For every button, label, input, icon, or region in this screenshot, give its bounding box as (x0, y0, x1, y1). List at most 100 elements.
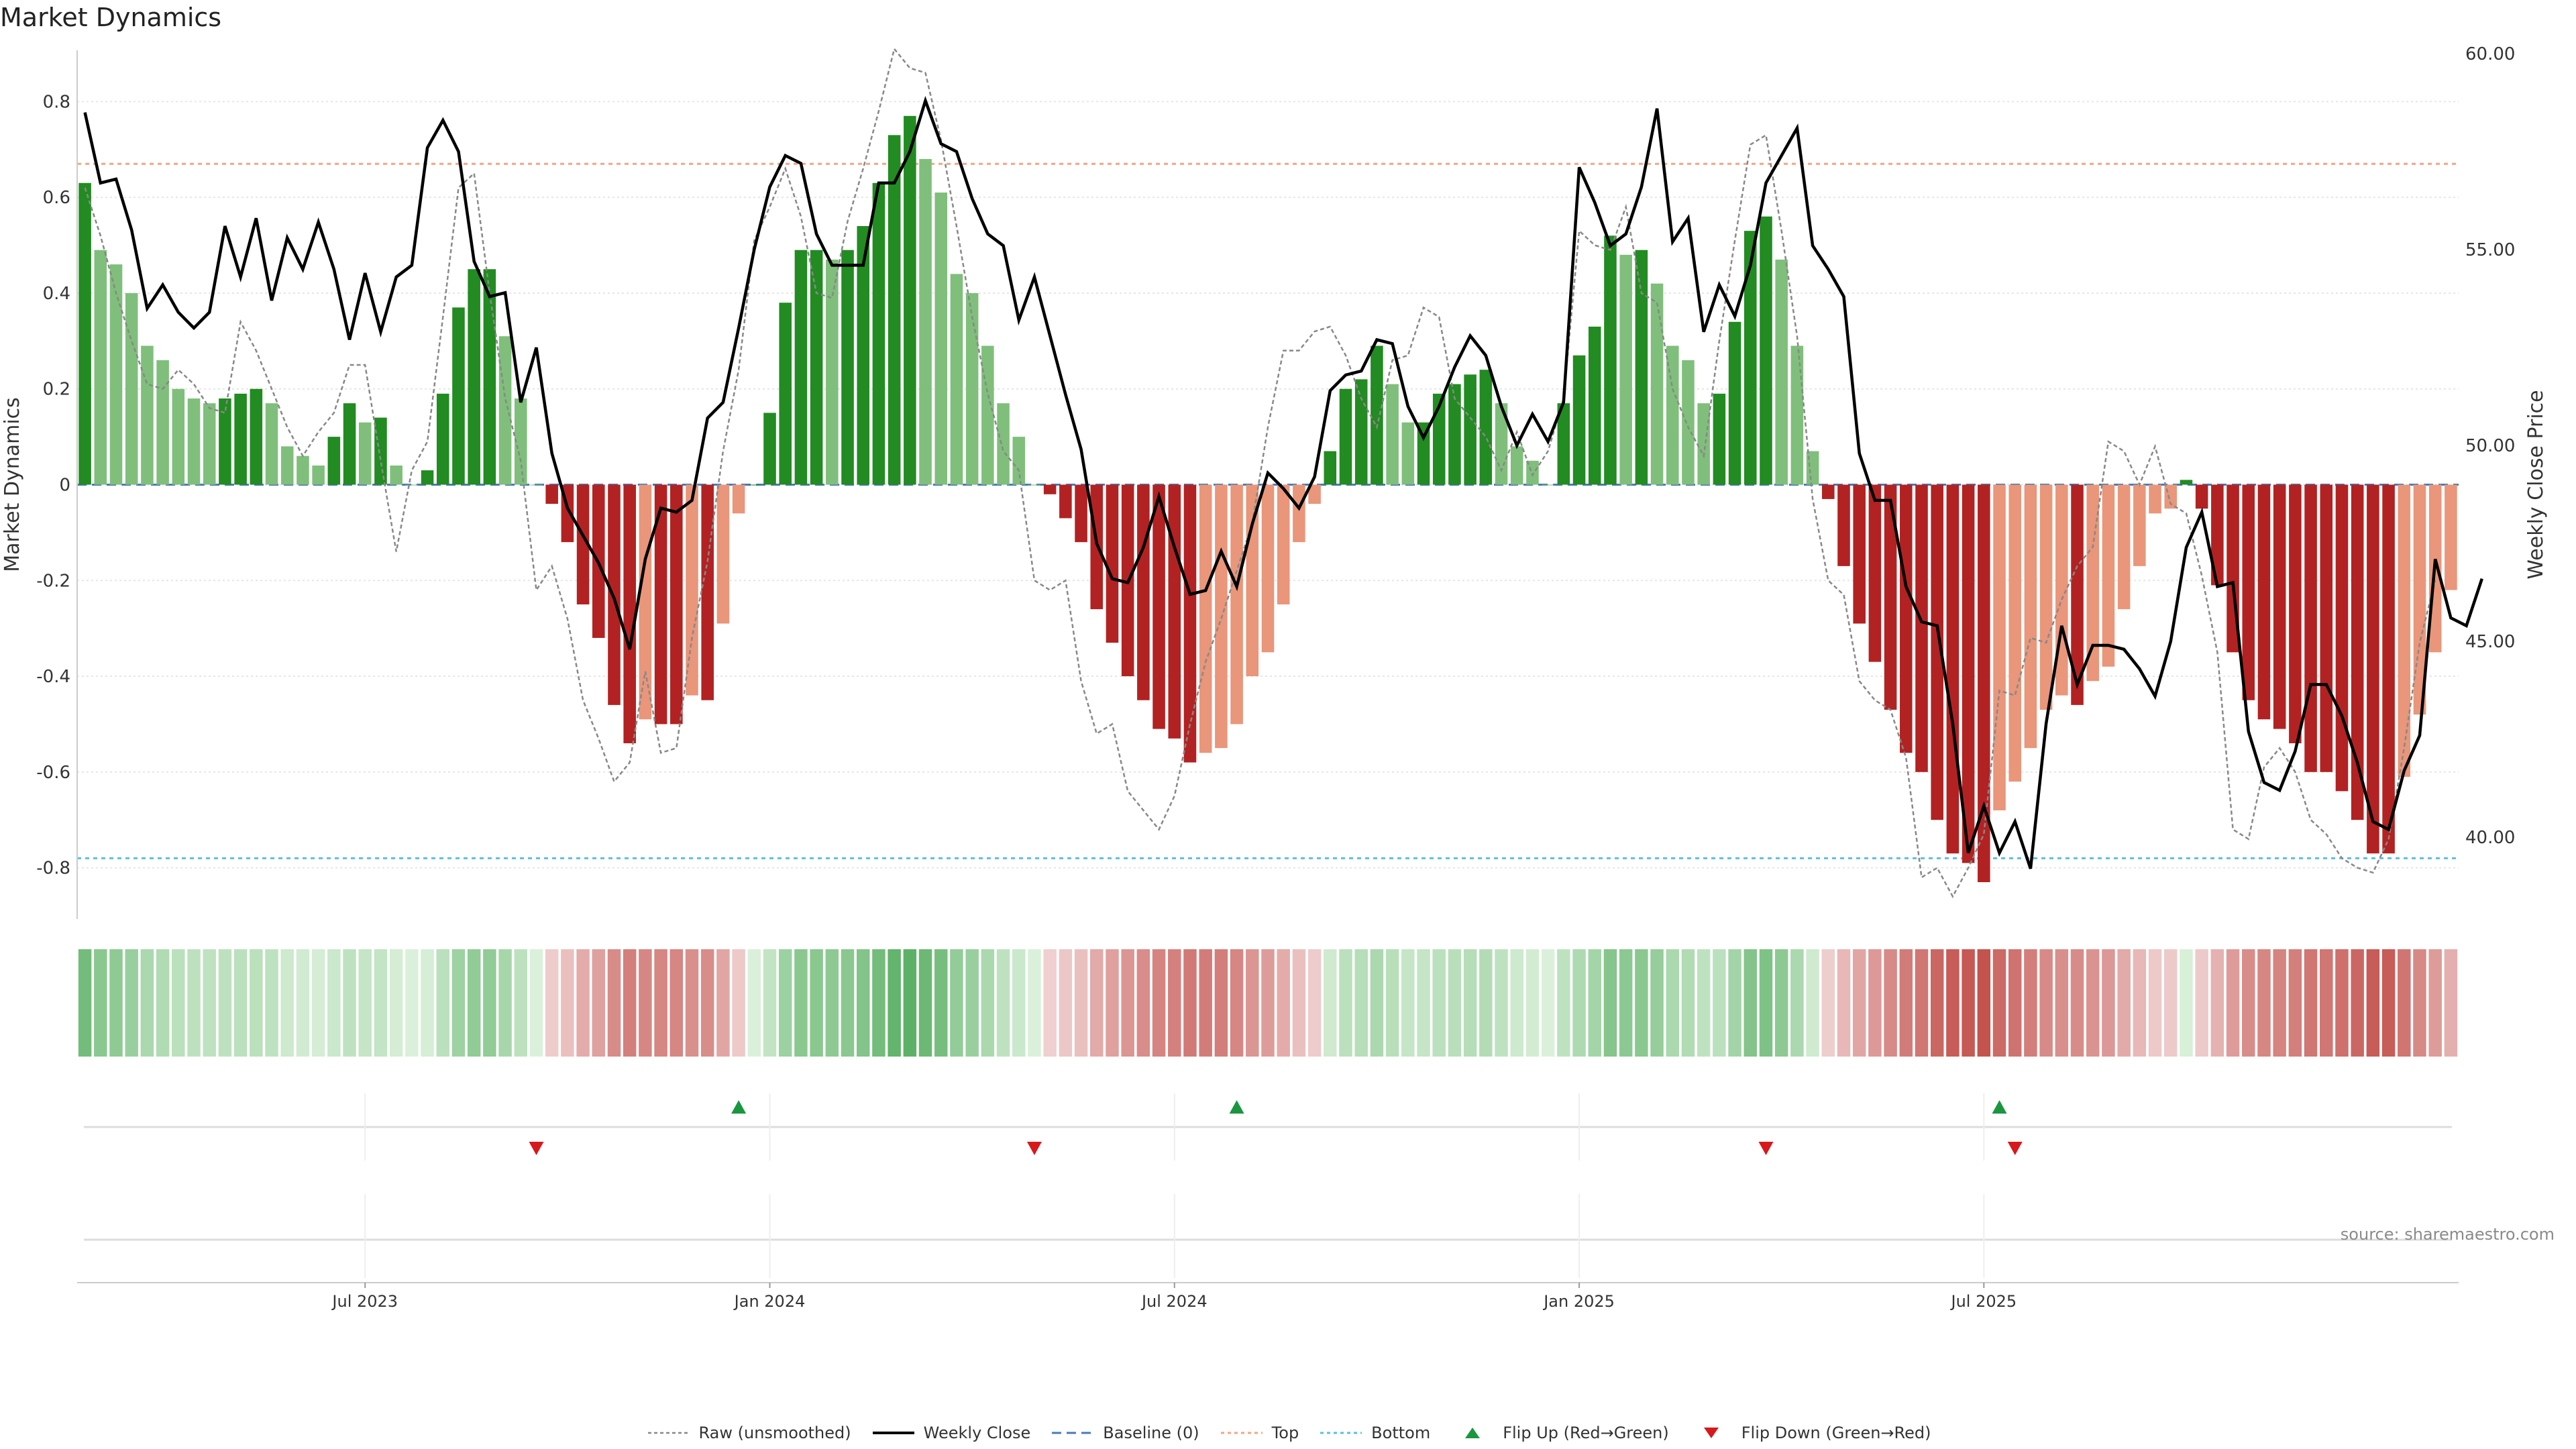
dynamics-bar (904, 115, 916, 485)
dynamics-bar (623, 484, 636, 743)
dynamics-bar (1744, 231, 1757, 485)
dynamics-bar (639, 484, 652, 720)
heat-cell (1432, 949, 1446, 1057)
x-axis: Jul 2023 Jan 2024 Jul 2024 Jan 2025 Jul 2025 (77, 1282, 2459, 1311)
heat-cell (2226, 949, 2240, 1057)
dynamics-bar (1012, 437, 1026, 485)
dynamics-bar (716, 484, 730, 624)
heat-cell (1246, 949, 1259, 1057)
x-tick-label: Jan 2024 (733, 1292, 806, 1311)
dynamics-bar (670, 484, 683, 724)
dynamics-bar (965, 292, 979, 485)
heat-cell (1074, 949, 1088, 1057)
legend-symbol-raw (647, 1432, 690, 1434)
heat-cell (1899, 949, 1913, 1057)
dynamics-bar (997, 403, 1010, 485)
dynamics-bar (1900, 484, 1913, 753)
heat-cell (203, 949, 216, 1057)
flip-markers-panel (84, 1093, 2452, 1278)
heat-cell (1307, 949, 1322, 1057)
flip-down-marker (2007, 1142, 2023, 1155)
dynamics-bar (2102, 484, 2115, 667)
heat-cell (1028, 949, 1041, 1057)
dynamics-bar (1308, 484, 1321, 504)
heat-cell (794, 949, 808, 1057)
dynamics-bar (2195, 484, 2208, 509)
dynamics-bar (1868, 484, 1882, 662)
dynamics-bar (545, 484, 558, 504)
heat-cell (2273, 949, 2286, 1057)
dynamics-bar (950, 274, 963, 485)
heat-cell (934, 949, 948, 1057)
heat-cell (1681, 949, 1695, 1057)
dynamics-bar (125, 292, 138, 485)
dynamics-bar (1790, 345, 1804, 485)
y-tick-label: -0.2 (36, 571, 70, 591)
dynamics-bar (1464, 374, 1477, 485)
raw-unsmoothed-line (84, 47, 2436, 899)
heat-cell (2320, 949, 2333, 1057)
heat-cell (78, 949, 92, 1057)
y-tick-label: -0.6 (36, 763, 70, 783)
heat-cell (1821, 949, 1835, 1057)
heat-cell (2428, 949, 2442, 1057)
heat-cell (498, 949, 512, 1057)
heat-cell (2398, 949, 2411, 1057)
dynamics-bar (1277, 484, 1290, 604)
heat-cell (483, 949, 496, 1057)
flip-down-marker (1026, 1142, 1042, 1155)
heat-cell (2070, 949, 2084, 1057)
legend-item-close: Weekly Close (870, 1424, 1030, 1442)
y-tick-label: 0.2 (43, 380, 70, 400)
legend-item-flip_down: Flip Down (Green→Red) (1688, 1424, 1931, 1442)
heat-cell (451, 949, 466, 1057)
flip-up-marker (731, 1100, 747, 1114)
heat-cell (1214, 949, 1228, 1057)
heat-cell (2102, 949, 2115, 1057)
heat-cell (1697, 949, 1711, 1057)
legend-symbol-baseline (1052, 1432, 1094, 1434)
heat-cell (1572, 949, 1586, 1057)
dynamics-bar (1106, 484, 1119, 643)
dynamics-bar (1619, 254, 1632, 485)
y-tick-label: 0.8 (43, 92, 70, 112)
dynamics-bar (1028, 484, 1041, 486)
dynamics-bar (1526, 460, 1539, 485)
heat-cell (1385, 949, 1399, 1057)
legend-item-flip_up: Flip Up (Red→Green) (1449, 1424, 1669, 1442)
heat-cell (1619, 949, 1633, 1057)
heat-cell (467, 949, 481, 1057)
heat-cell (1541, 949, 1555, 1057)
heat-cell (685, 949, 699, 1057)
heat-cell (280, 949, 294, 1057)
dynamics-bar (1682, 360, 1695, 485)
heat-cell (981, 949, 995, 1057)
heat-cell (2366, 949, 2380, 1057)
y2-tick-label: 55.00 (2465, 240, 2515, 260)
heat-cell (311, 949, 325, 1057)
legend-label: Baseline (0) (1103, 1424, 1199, 1442)
dynamics-bar (2335, 484, 2349, 792)
legend-label: Flip Down (Green→Red) (1741, 1424, 1931, 1442)
x-tick-label: Jul 2025 (1949, 1292, 2017, 1311)
legend-label: Raw (unsmoothed) (698, 1424, 851, 1442)
dynamics-bar (1199, 484, 1212, 753)
dynamics-bar (2039, 484, 2053, 710)
dynamics-bar (421, 470, 434, 485)
dynamics-bar (1978, 484, 1990, 883)
dynamics-bar (468, 269, 480, 485)
heat-cell (1417, 949, 1430, 1057)
heat-cell (1012, 949, 1026, 1057)
heat-cell (607, 949, 621, 1057)
heat-cell (872, 949, 885, 1057)
dynamics-bar (2257, 484, 2271, 720)
dynamics-bar (1230, 484, 1243, 724)
dynamics-bar (1293, 484, 1305, 543)
x-tick-label: Jan 2025 (1542, 1292, 1615, 1311)
heat-cell (918, 949, 932, 1057)
dynamics-bar (2086, 484, 2100, 682)
heat-cell (1868, 949, 1882, 1057)
heat-cell (825, 949, 839, 1057)
heat-cell (1168, 949, 1181, 1057)
dynamics-bar (78, 182, 91, 485)
